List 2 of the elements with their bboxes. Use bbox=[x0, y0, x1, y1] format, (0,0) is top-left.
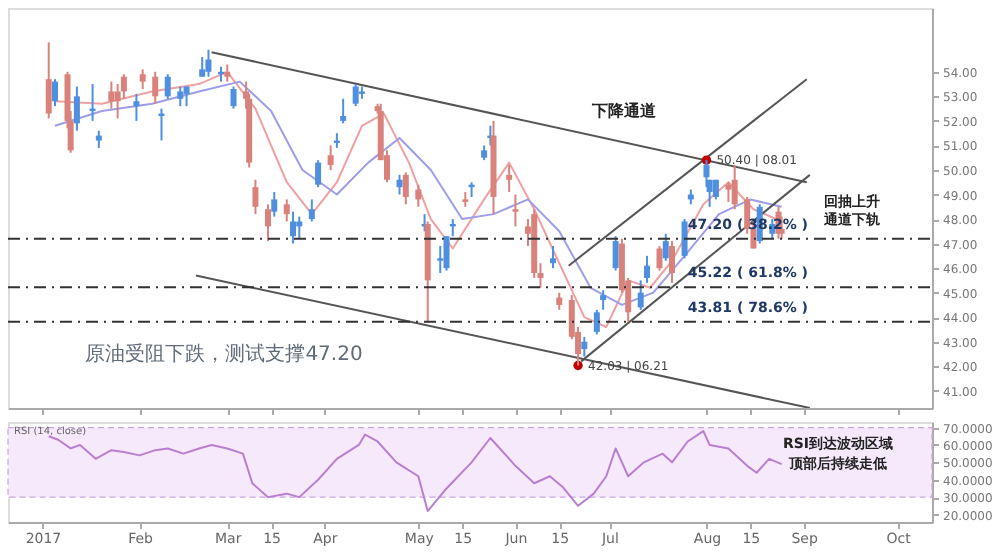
annotation: 下降通道 bbox=[590, 102, 658, 120]
annotation: 原油受阻下跌，测试支撑47.20 bbox=[85, 342, 363, 366]
